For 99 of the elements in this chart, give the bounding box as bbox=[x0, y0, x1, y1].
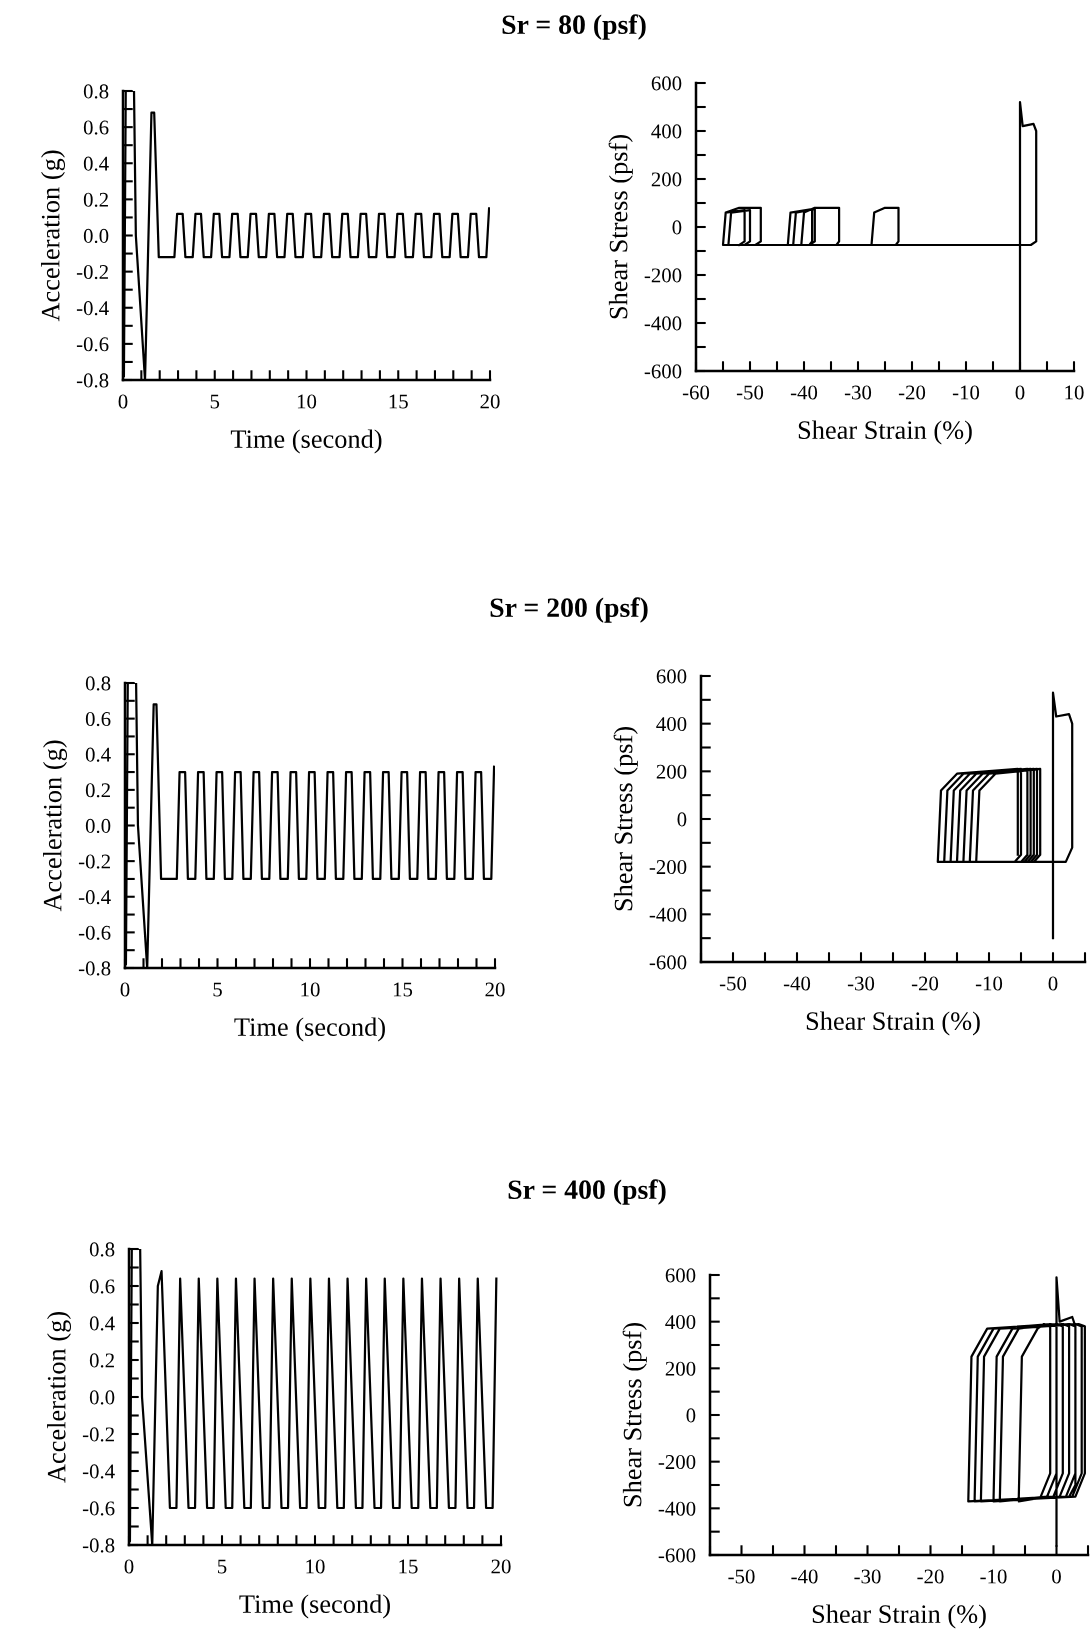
y-tick-label: -0.2 bbox=[78, 854, 110, 869]
x-tick-label: -10 bbox=[980, 1569, 1007, 1584]
line-series bbox=[936, 691, 1074, 940]
y-tick-label: 0.0 bbox=[85, 818, 111, 834]
y-tick-label: -0.4 bbox=[82, 1464, 115, 1479]
y-tick-label: 400 bbox=[656, 717, 687, 732]
y-tick-label: 0.2 bbox=[89, 1353, 114, 1368]
x-tick-label: 5 bbox=[213, 982, 222, 997]
y-tick-label: 0 bbox=[686, 1408, 696, 1423]
x-tick-label: -50 bbox=[719, 976, 747, 991]
y-tick-label: -0.4 bbox=[76, 301, 109, 316]
y-axis-title: Acceleration (g) bbox=[47, 1312, 72, 1483]
y-tick-label: 400 bbox=[651, 124, 682, 139]
x-tick-label: 0 bbox=[1052, 1569, 1061, 1584]
y-tick-label: -0.8 bbox=[76, 373, 109, 388]
x-tick-label: -40 bbox=[783, 976, 811, 991]
x-tick-label: -20 bbox=[911, 976, 939, 991]
y-tick-label: 200 bbox=[656, 764, 687, 779]
x-tick-label: 5 bbox=[210, 394, 220, 409]
y-tick-label: -600 bbox=[644, 364, 682, 379]
x-tick-label: 10 bbox=[306, 1559, 325, 1574]
y-tick-label: -0.2 bbox=[82, 1427, 114, 1442]
y-tick-label: -0.8 bbox=[82, 1538, 115, 1553]
x-axis-title: Time (second) bbox=[234, 1017, 385, 1042]
y-tick-label: -200 bbox=[658, 1455, 696, 1470]
text: Sr = 400 (psf) bbox=[508, 1179, 666, 1205]
x-axis-title: Shear Strain (%) bbox=[812, 1604, 986, 1629]
y-tick-label: -200 bbox=[644, 268, 682, 283]
y-tick-label: 200 bbox=[651, 172, 682, 187]
x-tick-label: -20 bbox=[898, 385, 926, 400]
text: Sr = 80 (psf) bbox=[502, 14, 646, 40]
x-axis-title: Time (second) bbox=[239, 1594, 390, 1619]
x-tick-label: 0 bbox=[1048, 976, 1058, 991]
y-tick-label: -0.6 bbox=[82, 1501, 115, 1516]
y-tick-label: 0.8 bbox=[89, 1242, 115, 1257]
y-tick-label: -600 bbox=[658, 1548, 696, 1563]
x-tick-label: 5 bbox=[218, 1559, 227, 1574]
y-tick-label: -0.8 bbox=[78, 961, 111, 976]
x-tick-label: -40 bbox=[790, 385, 818, 400]
y-tick-label: -200 bbox=[649, 860, 687, 875]
y-tick-label: -400 bbox=[658, 1501, 696, 1516]
y-tick-label: -400 bbox=[644, 316, 682, 331]
y-axis-title: Shear Stress (psf) bbox=[613, 727, 638, 911]
x-tick-label: 20 bbox=[491, 1559, 511, 1574]
y-tick-label: 0.2 bbox=[85, 783, 110, 798]
y-tick-label: -400 bbox=[649, 907, 687, 922]
y-tick-label: 0.6 bbox=[89, 1279, 115, 1294]
y-tick-label: 0.0 bbox=[89, 1390, 115, 1405]
x-tick-label: 10 bbox=[297, 394, 317, 409]
y-tick-label: 0.6 bbox=[83, 120, 109, 135]
x-tick-label: 15 bbox=[389, 394, 408, 409]
y-tick-label: 400 bbox=[665, 1315, 696, 1330]
y-tick-label: 0.6 bbox=[85, 712, 111, 727]
x-tick-label: 0 bbox=[120, 982, 130, 997]
x-tick-label: 0 bbox=[1015, 385, 1025, 400]
y-tick-label: 0.8 bbox=[83, 84, 109, 99]
y-axis-title: Shear Stress (psf) bbox=[608, 135, 633, 319]
x-tick-label: 15 bbox=[399, 1559, 418, 1574]
y-tick-label: -0.2 bbox=[76, 265, 108, 280]
x-tick-label: 0 bbox=[124, 1559, 134, 1574]
text: Sr = 200 (psf) bbox=[490, 597, 648, 623]
y-tick-label: 600 bbox=[665, 1268, 696, 1283]
y-tick-label: -0.6 bbox=[78, 925, 111, 940]
y-tick-label: 0.0 bbox=[83, 228, 109, 244]
x-axis-title: Shear Strain (%) bbox=[806, 1011, 980, 1036]
y-axis-title: Acceleration (g) bbox=[43, 740, 68, 912]
x-tick-label: -20 bbox=[917, 1569, 944, 1584]
x-tick-label: 10 bbox=[1065, 385, 1084, 400]
y-axis-title: Shear Stress (psf) bbox=[622, 1323, 647, 1507]
x-tick-label: -30 bbox=[854, 1569, 881, 1584]
y-tick-label: 600 bbox=[656, 669, 687, 684]
x-tick-label: -10 bbox=[952, 385, 980, 400]
y-tick-label: 0.4 bbox=[83, 156, 109, 171]
x-tick-label: 0 bbox=[118, 394, 128, 409]
x-tick-label: -40 bbox=[791, 1569, 818, 1584]
y-axis-title: Acceleration (g) bbox=[41, 150, 66, 322]
x-tick-label: -30 bbox=[844, 385, 872, 400]
y-tick-label: 0.2 bbox=[83, 192, 108, 207]
x-tick-label: -50 bbox=[728, 1569, 755, 1584]
x-tick-label: 20 bbox=[480, 394, 500, 409]
x-tick-label: 20 bbox=[485, 982, 505, 997]
x-tick-label: -50 bbox=[736, 385, 764, 400]
y-tick-label: -0.4 bbox=[78, 890, 111, 905]
y-tick-label: -0.6 bbox=[76, 337, 109, 352]
y-tick-label: 0 bbox=[677, 812, 687, 827]
x-tick-label: 15 bbox=[393, 982, 413, 997]
x-axis-title: Time (second) bbox=[230, 429, 382, 454]
x-tick-label: -10 bbox=[975, 976, 1003, 991]
x-axis-title: Shear Strain (%) bbox=[798, 420, 972, 445]
x-tick-label: -30 bbox=[847, 976, 875, 991]
x-tick-label: 10 bbox=[301, 982, 320, 997]
y-tick-label: 0 bbox=[672, 220, 682, 235]
y-tick-label: 200 bbox=[665, 1361, 696, 1376]
y-tick-label: -600 bbox=[649, 955, 687, 970]
y-tick-label: 0.4 bbox=[85, 747, 111, 762]
x-tick-label: -60 bbox=[682, 385, 710, 400]
y-tick-label: 0.8 bbox=[85, 676, 111, 691]
y-tick-label: 0.4 bbox=[89, 1316, 115, 1331]
y-tick-label: 600 bbox=[651, 76, 682, 91]
